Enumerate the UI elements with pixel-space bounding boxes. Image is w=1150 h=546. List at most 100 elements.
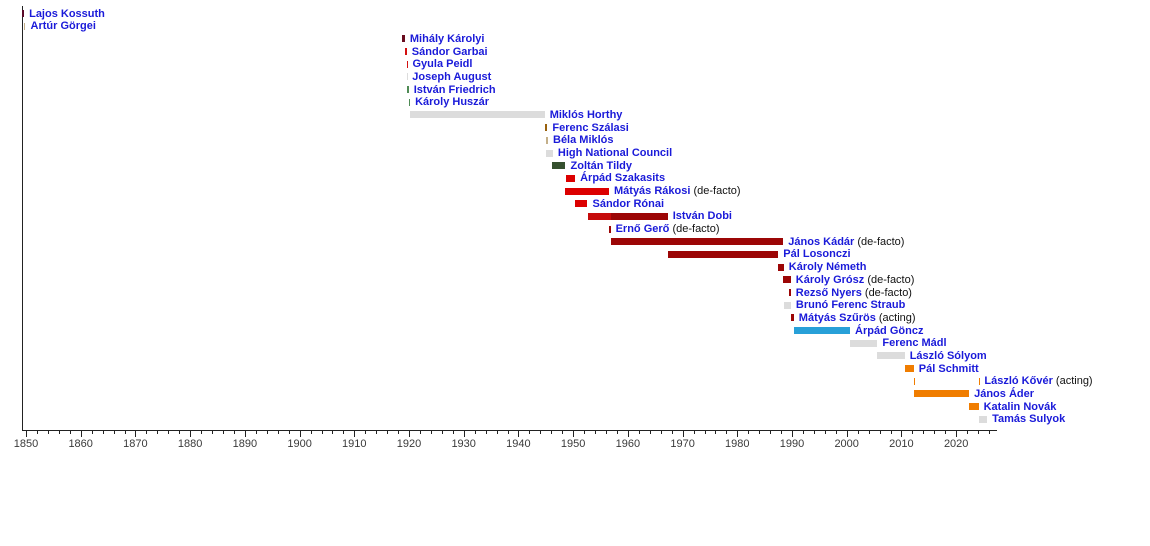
person-name[interactable]: Gyula Peidl (412, 58, 473, 71)
person-name[interactable]: High National Council (557, 147, 673, 159)
person-label[interactable]: Mihály Károlyi (410, 33, 485, 45)
person-name[interactable]: Károly Huszár (415, 96, 490, 109)
person-label[interactable]: János Kádár (de-facto) (788, 236, 904, 248)
person-name[interactable]: István Dobi (672, 210, 732, 223)
x-axis-minor-tick (69, 431, 71, 434)
person-label[interactable]: Pál Losonczi (783, 248, 850, 260)
y-axis-line (22, 6, 23, 430)
x-axis-major-tick (737, 431, 739, 437)
person-label[interactable]: Ernő Gerő (de-facto) (616, 223, 720, 235)
x-axis-minor-tick (616, 431, 618, 434)
person-name[interactable]: Joseph August (412, 70, 492, 83)
person-name[interactable]: János Áder (974, 387, 1035, 400)
person-label[interactable]: László Sólyom (910, 350, 987, 362)
person-label[interactable]: Gyula Peidl (413, 58, 473, 70)
person-name[interactable]: Sándor Garbai (411, 45, 488, 58)
person-name[interactable]: László Kővér (984, 375, 1053, 388)
person-label[interactable]: Artúr Görgei (31, 20, 96, 32)
person-name[interactable]: Katalin Novák (983, 400, 1057, 413)
person-name[interactable]: Mátyás Rákosi (614, 185, 691, 197)
person-name[interactable]: Árpád Szakasits (580, 172, 666, 185)
person-name[interactable]: Árpád Göncz (855, 324, 924, 337)
person-name[interactable]: Rezső Nyers (795, 286, 862, 299)
person-label[interactable]: Mátyás Szűrös (acting) (799, 312, 916, 324)
person-label[interactable]: Árpád Göncz (855, 325, 923, 337)
x-axis-minor-tick (934, 431, 936, 434)
person-label[interactable]: István Dobi (673, 210, 732, 222)
x-axis-major-tick (682, 431, 684, 437)
person-name[interactable]: Tamás Sulyok (992, 413, 1066, 426)
x-axis-minor-tick (36, 431, 38, 434)
timeline-bar (22, 10, 25, 17)
person-name[interactable]: Mátyás Szűrös (798, 311, 876, 324)
person-name[interactable]: Pál Losonczi (783, 248, 851, 261)
person-label[interactable]: Béla Miklós (553, 134, 614, 146)
timeline-bar (783, 276, 791, 284)
x-axis-minor-tick (102, 431, 104, 434)
x-axis-minor-tick (47, 431, 49, 434)
person-label[interactable]: Árpád Szakasits (580, 172, 665, 184)
person-name[interactable]: László Sólyom (909, 349, 987, 362)
person-name[interactable]: Brunó Ferenc Straub (795, 299, 906, 312)
person-name[interactable]: Pál Schmitt (918, 362, 979, 375)
person-name[interactable]: Károly Németh (788, 261, 867, 274)
timeline-bar (778, 263, 784, 271)
person-name[interactable]: Ernő Gerő (615, 223, 670, 236)
person-name[interactable]: Béla Miklós (553, 134, 614, 147)
person-name[interactable]: István Friedrich (413, 83, 496, 96)
person-label[interactable]: Rezső Nyers (de-facto) (796, 287, 912, 299)
x-axis-minor-tick (58, 431, 60, 434)
plot-area: 1850 1860 1870 1880 1890 1900 1910 1920 1930 1940… (14, 6, 1093, 450)
person-label[interactable]: Zoltán Tildy (571, 160, 633, 172)
x-axis-major-tick (26, 431, 27, 437)
x-axis-minor-tick (157, 431, 159, 434)
x-axis-tick-label: 1950 (560, 438, 586, 450)
person-label[interactable]: Lajos Kossuth (29, 8, 105, 20)
person-label[interactable]: Sándor Rónai (593, 198, 665, 210)
x-axis-major-tick (463, 431, 465, 437)
x-axis-minor-tick (704, 431, 706, 434)
person-label[interactable]: Pál Schmitt (919, 363, 979, 375)
person-label[interactable]: Brunó Ferenc Straub (796, 299, 905, 311)
person-label[interactable]: Károly Grósz (de-facto) (796, 274, 915, 286)
x-axis-tick-label: 1920 (396, 438, 422, 450)
person-suffix: (acting) (1052, 375, 1093, 388)
x-axis-minor-tick (562, 431, 564, 434)
person-label[interactable]: Ferenc Mádl (882, 337, 946, 349)
person-label[interactable]: Károly Huszár (415, 96, 489, 108)
person-name[interactable]: Artúr Görgei (30, 20, 96, 33)
person-label[interactable]: Miklós Horthy (550, 109, 623, 121)
person-label[interactable]: Tamás Sulyok (992, 413, 1065, 425)
x-axis-minor-tick (978, 431, 979, 434)
person-label[interactable]: János Áder (974, 388, 1034, 400)
timeline-bar (406, 60, 408, 68)
x-axis-minor-tick (387, 431, 389, 434)
person-label[interactable]: Mátyás Rákosi (de-facto) (614, 185, 741, 197)
x-axis-tick-label: 1980 (725, 438, 750, 450)
person-name[interactable]: Zoltán Tildy (570, 159, 633, 172)
person-label[interactable]: Joseph August (412, 71, 491, 83)
person-name[interactable]: János Kádár (788, 235, 855, 248)
timeline-bar (575, 200, 588, 208)
x-axis-minor-tick (879, 431, 881, 434)
person-name[interactable]: Sándor Rónai (592, 197, 665, 210)
person-label[interactable]: István Friedrich (414, 84, 496, 96)
person-label[interactable]: High National Council (558, 147, 672, 159)
person-name[interactable]: Ferenc Szálasi (552, 121, 629, 134)
person-label[interactable]: Katalin Novák (984, 401, 1057, 413)
person-label[interactable]: Ferenc Szálasi (552, 122, 628, 134)
x-axis-major-tick (518, 431, 520, 437)
person-name[interactable]: Károly Grósz (795, 273, 865, 286)
person-label[interactable]: Sándor Garbai (412, 46, 488, 58)
person-label[interactable]: László Kővér (acting) (984, 375, 1092, 387)
x-axis-minor-tick (113, 431, 115, 434)
person-name[interactable]: Lajos Kossuth (29, 7, 105, 20)
person-suffix: (de-facto) (861, 286, 912, 299)
person-name[interactable]: Miklós Horthy (549, 108, 623, 121)
person-name[interactable]: Ferenc Mádl (882, 337, 947, 350)
x-axis-tick-label: 1990 (779, 438, 805, 450)
timeline-bar (789, 289, 791, 296)
x-axis-minor-tick (376, 431, 378, 434)
person-label[interactable]: Károly Németh (789, 261, 867, 273)
person-name[interactable]: Mihály Károlyi (409, 32, 485, 45)
